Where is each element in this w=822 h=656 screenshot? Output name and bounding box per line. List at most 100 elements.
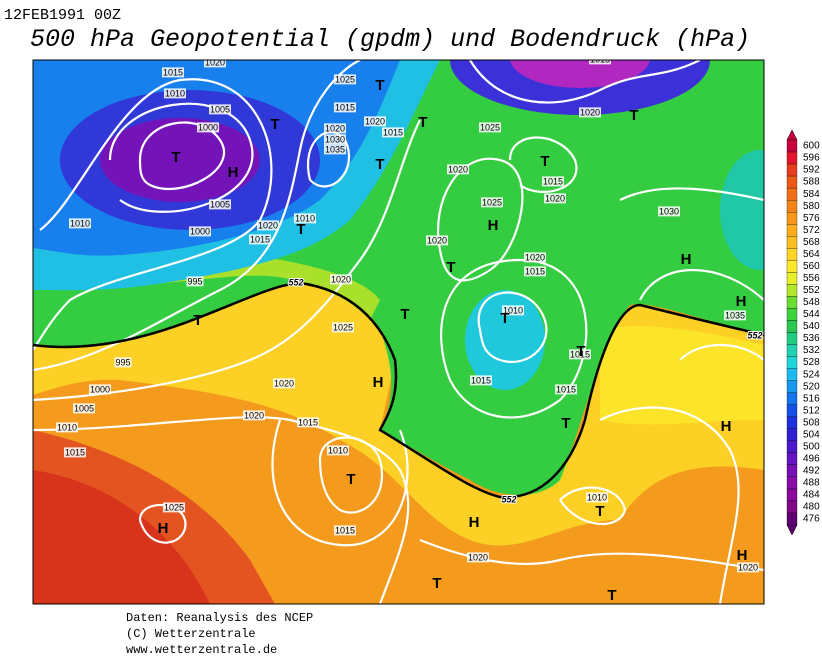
isobar-label: 1020 bbox=[331, 274, 351, 284]
map-frame bbox=[32, 59, 765, 605]
colorbar-label: 544 bbox=[803, 309, 820, 320]
pressure-center: T bbox=[595, 503, 604, 520]
pressure-center: T bbox=[629, 107, 638, 124]
isobar bbox=[508, 136, 578, 193]
isobar-label: 1010 bbox=[295, 213, 315, 223]
isobar-label: 1000 bbox=[198, 122, 218, 132]
isobar-label: 1025 bbox=[480, 122, 500, 132]
isobar-label: 1020 bbox=[274, 378, 294, 388]
isobar-label-bg bbox=[186, 276, 204, 287]
colorbar-swatch bbox=[786, 236, 798, 249]
isobar-label-bg bbox=[381, 127, 405, 138]
isobar bbox=[138, 504, 187, 544]
isobar-label: 1020 bbox=[468, 552, 488, 562]
isobar bbox=[469, 60, 701, 104]
isobar-label-bg bbox=[478, 122, 502, 133]
isobar-label: 1015 bbox=[163, 67, 183, 77]
isobar-label-bg bbox=[323, 134, 347, 145]
colorbar-swatch bbox=[786, 512, 798, 526]
isobar-label: 1010 bbox=[587, 492, 607, 502]
isobar-label-bg bbox=[466, 552, 490, 563]
isobar-label: 995 bbox=[187, 276, 202, 286]
pressure-center: T bbox=[375, 156, 384, 173]
colorbar-label: 564 bbox=[803, 249, 820, 260]
colorbar-label: 588 bbox=[803, 177, 820, 188]
pressure-center: H bbox=[158, 520, 169, 537]
cold-pool bbox=[465, 290, 545, 390]
date: 12FEB1991 00Z bbox=[4, 7, 121, 24]
isobar-label-bg bbox=[248, 234, 272, 245]
colorbar: 6005965925885845805765725685645605565525… bbox=[786, 129, 820, 536]
colorbar-label: 484 bbox=[803, 490, 820, 501]
colorbar-label: 492 bbox=[803, 466, 820, 477]
cold-core bbox=[510, 60, 650, 88]
isobar-label: 1030 bbox=[325, 134, 345, 144]
pressure-center: T bbox=[576, 343, 585, 360]
pressure-center: T bbox=[432, 575, 441, 592]
colorbar-label: 532 bbox=[803, 345, 820, 356]
pressure-center: T bbox=[400, 306, 409, 323]
isobar-label-bg bbox=[736, 562, 760, 573]
colorbar-swatch bbox=[786, 212, 798, 225]
colorbar-swatch bbox=[786, 139, 798, 153]
isobar-label: 1005 bbox=[210, 199, 230, 209]
isobar-label-bg bbox=[329, 274, 353, 285]
isobar-label: 1025 bbox=[333, 322, 353, 332]
colorbar-swatch bbox=[786, 416, 798, 429]
pressure-center: H bbox=[228, 164, 239, 181]
isobar-label-bg bbox=[543, 193, 567, 204]
map: 1015101010051000102510151020101510201030… bbox=[33, 57, 764, 604]
isobar-label: 1020 bbox=[525, 252, 545, 262]
isobar-label: 1020 bbox=[205, 57, 225, 67]
isobar-label: 1015 bbox=[543, 176, 563, 186]
yellow-region bbox=[33, 283, 764, 546]
colorbar-swatch bbox=[786, 260, 798, 273]
colorbar-label: 596 bbox=[803, 153, 820, 164]
colorbar-label: 520 bbox=[803, 381, 820, 392]
isobar-label-bg bbox=[333, 102, 357, 113]
colorbar-swatch bbox=[786, 187, 798, 201]
colorbar-label: 480 bbox=[803, 502, 820, 513]
isobar-label-bg bbox=[585, 492, 609, 503]
colorbar-swatch bbox=[786, 308, 798, 321]
footer-line: www.wetterzentrale.de bbox=[126, 643, 277, 656]
isobar-label: 995 bbox=[115, 357, 130, 367]
isobar-label-bg bbox=[296, 417, 320, 428]
isobar-label: 1020 bbox=[258, 220, 278, 230]
contour-label: 552 bbox=[747, 330, 762, 340]
colorbar-swatch bbox=[786, 320, 798, 333]
colorbar-label: 548 bbox=[803, 297, 820, 308]
isobar bbox=[108, 102, 254, 213]
isobar bbox=[138, 121, 225, 191]
isobar-label: 1020 bbox=[325, 123, 345, 133]
colorbar-swatch bbox=[786, 500, 798, 514]
pressure-center: T bbox=[500, 310, 509, 327]
colorbar-label: 528 bbox=[803, 357, 820, 368]
isobar-label-bg bbox=[208, 104, 232, 115]
isobar-label-bg bbox=[333, 525, 357, 536]
isobar-label-bg bbox=[523, 266, 547, 277]
contour-label: 552 bbox=[501, 494, 516, 504]
colorbar-swatch bbox=[786, 199, 798, 213]
isobar bbox=[440, 258, 588, 419]
colorbar-label: 600 bbox=[803, 141, 820, 152]
isobar-label-bg bbox=[272, 378, 296, 389]
colorbar-label: 592 bbox=[803, 165, 820, 176]
isobar-label-bg bbox=[88, 384, 112, 395]
colorbar-label: 488 bbox=[803, 478, 820, 489]
isobar-label-bg bbox=[208, 199, 232, 210]
isobar-label: 1035 bbox=[725, 310, 745, 320]
pressure-center: T bbox=[418, 114, 427, 131]
colorbar-label: 496 bbox=[803, 453, 820, 464]
cold-region bbox=[720, 150, 764, 270]
isobar-label-bg bbox=[480, 197, 504, 208]
isobar-label-bg bbox=[114, 357, 132, 368]
colorbar-swatch bbox=[786, 344, 798, 357]
colorbar-label: 552 bbox=[803, 285, 820, 296]
isobar-label-bg bbox=[68, 218, 92, 229]
colorbar-label: 568 bbox=[803, 237, 820, 248]
isobar-label: 1015 bbox=[556, 384, 576, 394]
isobar-label-bg bbox=[501, 305, 525, 316]
pressure-center: T bbox=[375, 77, 384, 94]
isobar-label: 1000 bbox=[190, 226, 210, 236]
